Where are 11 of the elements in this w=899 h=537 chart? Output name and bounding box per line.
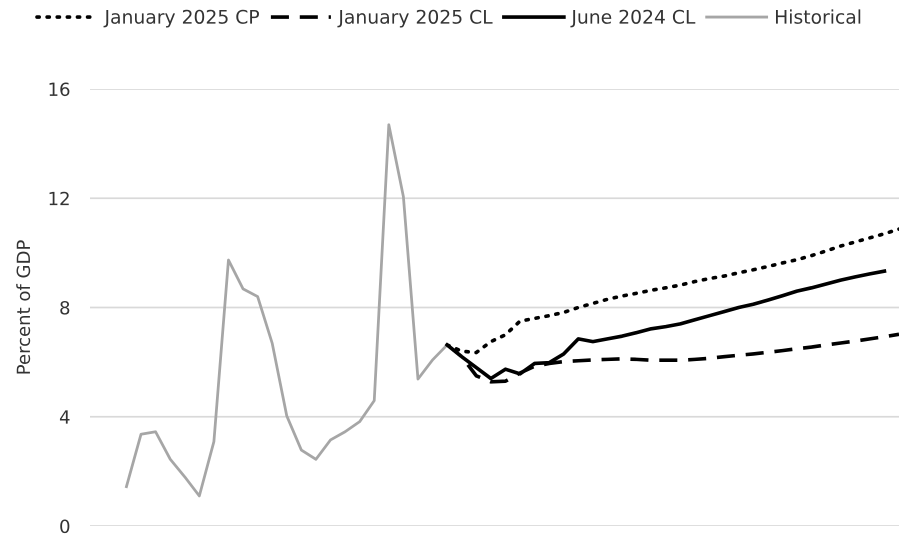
legend-label: January 2025 CL xyxy=(337,10,493,28)
legend-label: Historical xyxy=(776,9,860,24)
line-series xyxy=(125,123,449,498)
y-tick-label: 4 xyxy=(60,410,70,424)
legend-label: June 2024 CL xyxy=(570,10,696,28)
y-tick-label: 0 xyxy=(60,519,70,534)
y-tick-label: 8 xyxy=(60,300,70,315)
y-tick-label: 16 xyxy=(50,82,70,96)
y-axis-title: Percent of GDP xyxy=(16,240,30,374)
legend-label: January 2025 CP xyxy=(104,10,259,28)
y-tick-label: 12 xyxy=(50,192,69,206)
